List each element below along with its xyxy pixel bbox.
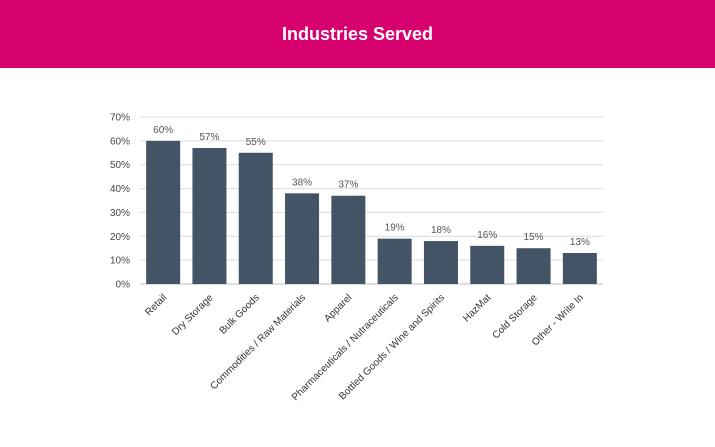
x-tick-label: Dry Storage [170, 292, 216, 338]
y-tick-label: 60% [110, 136, 130, 147]
data-label: 57% [199, 132, 219, 143]
y-tick-label: 0% [116, 280, 131, 291]
data-label: 55% [246, 137, 266, 148]
data-label: 13% [570, 237, 590, 248]
data-label: 37% [338, 180, 358, 191]
data-label: 15% [524, 232, 544, 243]
bar [285, 193, 320, 284]
y-tick-label: 40% [110, 184, 130, 195]
x-tick-label: Retail [143, 292, 169, 318]
x-tick-label: HazMat [461, 292, 493, 324]
x-tick-label: Bottled Goods / Wine and Spirits [337, 292, 447, 402]
bar [562, 252, 597, 284]
chart-title: Industries Served [281, 23, 434, 44]
bar [146, 140, 181, 284]
y-tick-label: 30% [110, 208, 130, 219]
data-label: 19% [385, 223, 405, 234]
y-tick-label: 50% [110, 160, 130, 171]
x-tick-label: Apparel [322, 292, 354, 324]
bar-chart: 0% 10% 20% 30% 40% 50% 60% 70% 60% 57% 55% 38% 37% 1… [110, 113, 603, 403]
x-tick-label: Cold Storage [491, 292, 540, 341]
y-axis: 0% 10% 20% 30% 40% 50% 60% 70% [110, 113, 130, 291]
data-label: 16% [477, 230, 497, 241]
data-label: 38% [292, 177, 312, 188]
bar [470, 245, 505, 284]
bar [377, 238, 412, 284]
chart-header: Industries Served [0, 0, 715, 68]
x-tick-label: Commodities / Raw Materials [208, 292, 308, 392]
y-tick-label: 10% [110, 256, 130, 267]
bars [146, 140, 597, 284]
y-tick-label: 70% [110, 113, 130, 124]
bar [238, 152, 273, 284]
data-label: 18% [431, 225, 451, 236]
bar [423, 241, 458, 284]
y-tick-label: 20% [110, 232, 130, 243]
data-labels: 60% 57% 55% 38% 37% 19% 18% 16% 15% 13% [153, 125, 590, 248]
bar [331, 195, 366, 284]
x-tick-label: Bulk Goods [218, 292, 262, 336]
data-label: 60% [153, 125, 173, 136]
bar [516, 248, 551, 284]
bar [192, 148, 227, 284]
